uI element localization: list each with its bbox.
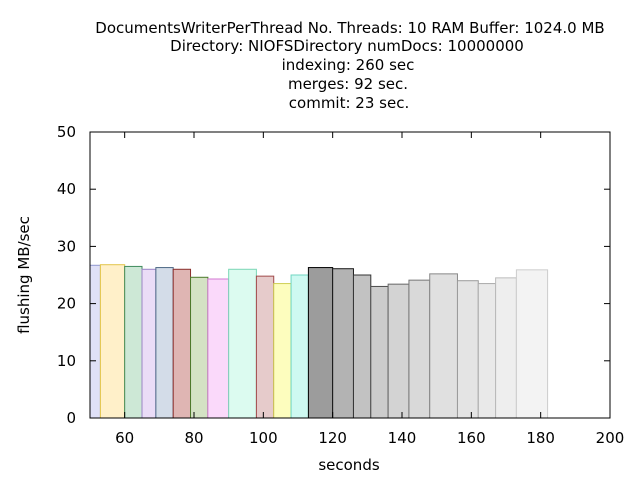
- y-tick-label: 0: [66, 409, 76, 427]
- bar-19: [429, 273, 458, 419]
- bar-8: [207, 278, 230, 419]
- bar-9: [228, 268, 257, 419]
- chart-title-line-2: Directory: NIOFSDirectory numDocs: 10000…: [170, 37, 524, 55]
- y-tick-label: 10: [57, 352, 76, 370]
- x-tick-label: 160: [457, 429, 486, 447]
- bar-2: [99, 264, 126, 419]
- bar-13: [307, 267, 334, 419]
- plot-frame: [89, 131, 611, 419]
- chart-title: DocumentsWriterPerThread No. Threads: 10…: [95, 19, 604, 112]
- x-axis-ticks: 60 80 100 120 140 160 180 200: [115, 132, 624, 447]
- bar-23: [515, 269, 549, 419]
- bar-1: [89, 264, 101, 419]
- x-tick-label: 100: [249, 429, 278, 447]
- x-tick-label: 180: [526, 429, 555, 447]
- y-tick-label: 40: [57, 180, 76, 198]
- bar-16: [370, 285, 389, 419]
- chart-title-line-4: merges: 92 sec.: [288, 75, 408, 93]
- bars: [89, 264, 549, 419]
- x-tick-label: 140: [388, 429, 417, 447]
- bar-17: [387, 283, 410, 419]
- bar-7: [190, 276, 209, 419]
- y-axis-ticks: 0 10 20 30 40 50: [57, 123, 610, 427]
- bar-10: [255, 275, 275, 419]
- bar-11: [273, 283, 292, 419]
- x-tick-label: 60: [115, 429, 134, 447]
- x-tick-label: 200: [596, 429, 625, 447]
- x-axis-label: seconds: [318, 456, 379, 474]
- bar-18: [408, 279, 431, 419]
- bar-15: [352, 274, 372, 419]
- bar-6: [172, 268, 192, 419]
- y-tick-label: 20: [57, 295, 76, 313]
- chart-title-line-5: commit: 23 sec.: [289, 94, 409, 112]
- y-axis-label: flushing MB/sec: [15, 216, 33, 334]
- bar-3: [124, 265, 143, 419]
- bar-21: [477, 283, 497, 419]
- x-tick-label: 120: [318, 429, 347, 447]
- chart-title-line-3: indexing: 260 sec: [282, 56, 415, 74]
- bar-14: [332, 268, 354, 419]
- x-tick-label: 80: [184, 429, 203, 447]
- bar-22: [495, 277, 517, 419]
- bar-4: [141, 268, 157, 419]
- chart-title-line-1: DocumentsWriterPerThread No. Threads: 10…: [95, 19, 604, 37]
- y-tick-label: 50: [57, 123, 76, 141]
- y-tick-label: 30: [57, 237, 76, 255]
- bar-12: [290, 274, 309, 419]
- bar-20: [456, 280, 479, 419]
- bar-5: [155, 267, 174, 419]
